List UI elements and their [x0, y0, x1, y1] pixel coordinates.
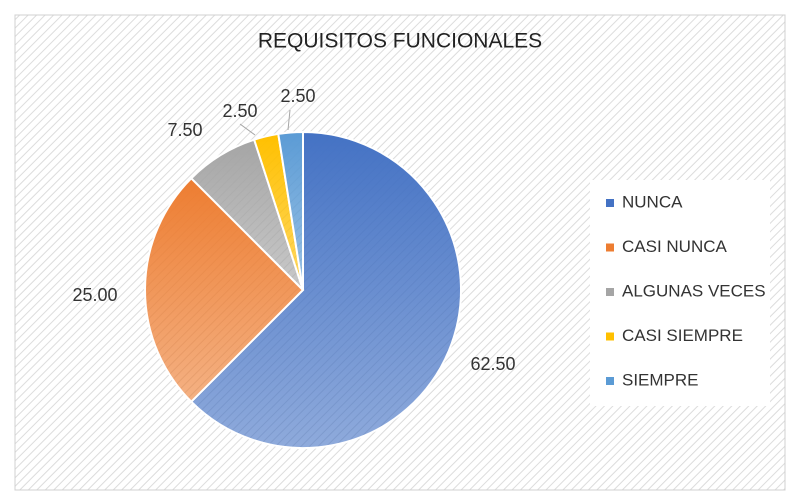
legend-box [590, 180, 770, 406]
legend-swatch [606, 288, 614, 296]
legend-label: SIEMPRE [622, 370, 699, 389]
legend-label: NUNCA [622, 192, 683, 211]
legend-label: CASI NUNCA [622, 237, 728, 256]
data-label: 25.00 [72, 285, 117, 305]
legend-swatch [606, 332, 614, 341]
chart-title: REQUISITOS FUNCIONALES [258, 30, 542, 53]
pie-slice [144, 176, 305, 404]
leader-line [239, 123, 256, 136]
data-label: 2.50 [280, 86, 315, 106]
legend-label: CASI SIEMPRE [622, 326, 743, 345]
legend-swatch [606, 199, 614, 207]
data-label: 7.50 [167, 120, 202, 140]
data-label: 2.50 [222, 101, 257, 121]
leader-line [287, 109, 291, 131]
legend-swatch [606, 243, 614, 252]
legend-swatch [606, 377, 614, 385]
pie-slice [277, 130, 304, 291]
pie-slice [189, 130, 462, 449]
legend-label: ALGUNAS VECES [622, 281, 766, 300]
data-label: 62.50 [470, 354, 515, 374]
